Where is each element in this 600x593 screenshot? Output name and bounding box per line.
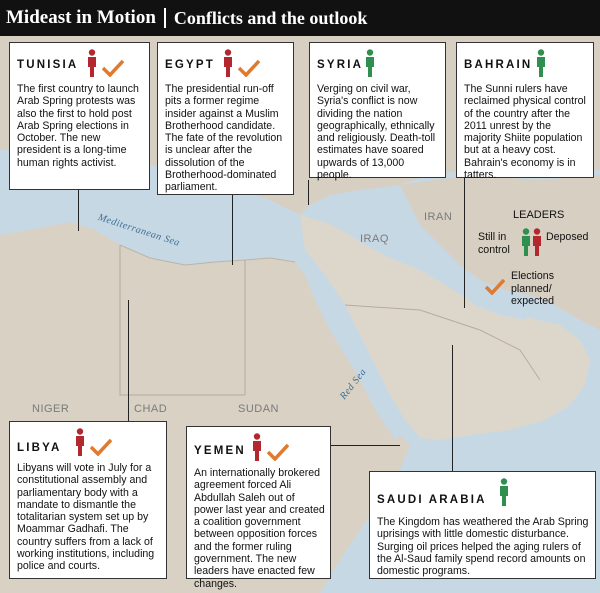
still-in-control-figure-icon	[500, 478, 508, 506]
country-name: BAHRAIN	[464, 59, 533, 71]
legend-elections: Elections planned/ expected	[511, 270, 554, 307]
elections-check-icon	[90, 438, 112, 456]
country-name: TUNISIA	[17, 59, 79, 71]
chad-label: CHAD	[134, 403, 168, 415]
subtitle: Conflicts and the outlook	[173, 7, 368, 28]
leader-line-saudi	[452, 345, 453, 475]
legend-title: LEADERS	[513, 209, 565, 221]
land-arabia	[300, 215, 590, 440]
status-icons	[364, 49, 376, 77]
iran-label: IRAN	[424, 211, 453, 223]
leader-line-tunisia	[78, 189, 79, 231]
deposed-figure-icon	[88, 49, 96, 77]
country-box-tunisia: TUNISIA The first country to launch Arab…	[9, 42, 150, 190]
country-box-egypt: EGYPT The presidential run-off pits a fo…	[157, 42, 294, 195]
status-icons	[251, 433, 289, 461]
status-icons	[535, 49, 547, 77]
country-name: EGYPT	[165, 59, 215, 71]
border-sahara	[119, 245, 245, 396]
country-description: Verging on civil war, Syria's conflict i…	[317, 83, 436, 182]
status-icons	[74, 428, 112, 456]
leader-line-syria	[308, 180, 309, 205]
persian-gulf	[458, 268, 530, 320]
elections-check-icon	[267, 443, 289, 461]
deposed-figure-icon	[253, 433, 261, 461]
elections-check-icon	[238, 59, 260, 77]
country-box-yemen: YEMEN An internationally brokered agreem…	[186, 426, 331, 590]
legend-deposed: Deposed	[546, 231, 589, 243]
leader-line-bahrain	[464, 178, 465, 308]
country-name: SYRIA	[317, 59, 364, 71]
country-name: SAUDI ARABIA	[377, 494, 487, 506]
leader-line-libya	[128, 300, 129, 422]
country-box-libya: LIBYA Libyans will vote in July for a co…	[9, 421, 167, 579]
land-iran	[400, 175, 600, 330]
country-name: LIBYA	[17, 442, 62, 454]
country-description: The Kingdom has weathered the Arab Sprin…	[377, 516, 589, 578]
country-description: Libyans will vote in July for a constitu…	[17, 462, 155, 573]
libya-egypt-coast	[119, 244, 296, 266]
country-description: The first country to launch Arab Spring …	[17, 83, 139, 169]
still-in-control-figure-icon	[537, 49, 545, 77]
leader-line-yemen-h	[320, 445, 400, 446]
legend-green-figure-icon	[522, 228, 530, 256]
country-description: The presidential run-off pits a former r…	[165, 83, 283, 194]
legend-still-in-control: Still in control	[478, 231, 510, 256]
niger-label: NIGER	[32, 403, 70, 415]
header-bar: Mideast in Motion Conflicts and the outl…	[0, 0, 600, 36]
country-box-saudi-arabia: SAUDI ARABIA The Kingdom has weathered t…	[369, 471, 596, 579]
title-separator	[163, 8, 166, 28]
deposed-figure-icon	[76, 428, 84, 456]
country-name: YEMEN	[194, 445, 246, 457]
border-saudi	[344, 304, 541, 381]
status-icons	[86, 49, 124, 77]
deposed-figure-icon	[224, 49, 232, 77]
country-description: The Sunni rulers have reclaimed physical…	[464, 83, 586, 182]
elections-check-icon	[102, 59, 124, 77]
status-icons	[498, 478, 510, 506]
legend-check-icon	[485, 279, 505, 295]
iraq-label: IRAQ	[360, 233, 389, 245]
status-icons	[222, 49, 260, 77]
country-box-syria: SYRIA Verging on civil war, Syria's conf…	[309, 42, 446, 182]
leader-line-egypt	[232, 195, 233, 265]
still-in-control-figure-icon	[366, 49, 374, 77]
country-description: An internationally brokered agreement fo…	[194, 467, 325, 590]
sudan-label: SUDAN	[238, 403, 280, 415]
title: Mideast in Motion	[6, 7, 156, 28]
legend-red-figure-icon	[533, 228, 541, 256]
land-europe	[0, 36, 600, 215]
country-box-bahrain: BAHRAIN The Sunni rulers have reclaimed …	[456, 42, 594, 182]
red-sea	[300, 262, 402, 440]
